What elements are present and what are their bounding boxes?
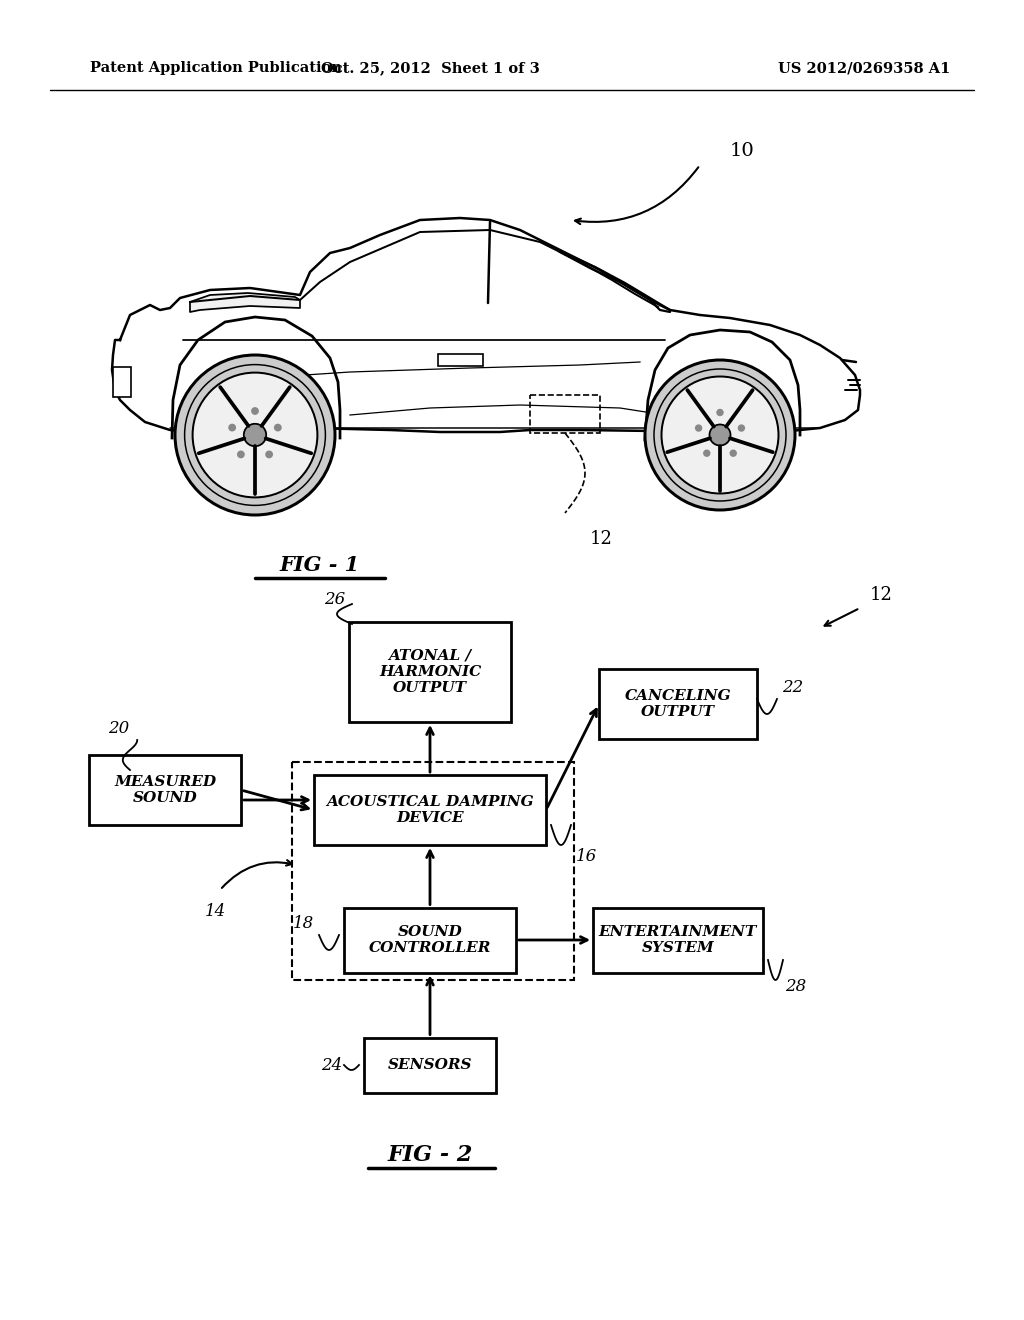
Circle shape [738,425,744,432]
Polygon shape [112,218,860,432]
Circle shape [703,450,710,457]
Text: 28: 28 [785,978,806,995]
Text: 20: 20 [108,719,129,737]
Text: 22: 22 [782,678,803,696]
Polygon shape [190,293,300,312]
Circle shape [730,450,736,457]
Text: SOUND
CONTROLLER: SOUND CONTROLLER [369,925,492,956]
Circle shape [244,424,266,446]
Circle shape [662,376,778,494]
Text: 24: 24 [321,1056,342,1073]
Circle shape [266,451,272,458]
Text: MEASURED
SOUND: MEASURED SOUND [114,775,216,805]
Bar [344,908,516,973]
Circle shape [229,425,236,430]
Text: 16: 16 [575,847,597,865]
Text: FIG - 1: FIG - 1 [280,554,360,576]
Text: ENTERTAINMENT
SYSTEM: ENTERTAINMENT SYSTEM [599,925,757,956]
Text: 12: 12 [590,531,613,548]
Bar [530,395,600,433]
Text: FIG - 2: FIG - 2 [387,1144,473,1166]
Circle shape [175,355,335,515]
Bar [593,908,763,973]
Bar [292,762,574,979]
Bar [599,669,757,739]
Circle shape [710,425,730,446]
Circle shape [695,425,701,432]
Bar [89,755,241,825]
Text: 10: 10 [730,143,755,160]
Bar [349,622,511,722]
Circle shape [252,408,258,414]
Bar [113,367,131,397]
Text: US 2012/0269358 A1: US 2012/0269358 A1 [777,61,950,75]
Bar [437,354,482,366]
Text: 14: 14 [205,903,226,920]
Text: SENSORS: SENSORS [388,1059,472,1072]
Bar [314,775,546,845]
Bar [364,1038,496,1093]
Text: CANCELING
OUTPUT: CANCELING OUTPUT [625,689,731,719]
Circle shape [193,372,317,498]
Text: ATONAL /
HARMONIC
OUTPUT: ATONAL / HARMONIC OUTPUT [379,649,481,696]
Circle shape [717,409,723,416]
Text: 18: 18 [293,915,314,932]
Text: Patent Application Publication: Patent Application Publication [90,61,342,75]
Circle shape [274,425,281,430]
Text: 26: 26 [324,591,345,609]
Text: Oct. 25, 2012  Sheet 1 of 3: Oct. 25, 2012 Sheet 1 of 3 [321,61,540,75]
Circle shape [238,451,244,458]
Circle shape [645,360,795,510]
Text: 12: 12 [870,586,893,605]
Text: ACOUSTICAL DAMPING
DEVICE: ACOUSTICAL DAMPING DEVICE [327,795,534,825]
